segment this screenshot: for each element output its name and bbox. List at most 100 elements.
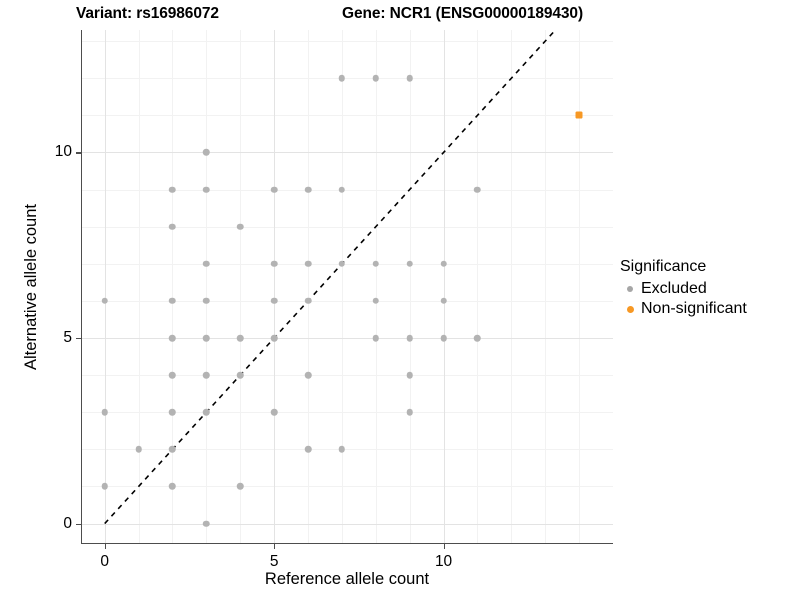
legend-item-label: Non-significant	[641, 300, 747, 317]
data-point-excluded	[169, 297, 176, 305]
data-point-excluded	[304, 446, 312, 453]
legend-dot-icon	[626, 305, 634, 313]
y-tick	[76, 152, 81, 154]
data-point-excluded	[169, 446, 176, 453]
horizontal-gridline	[81, 412, 613, 414]
legend-items: Excluded Non-significant	[620, 279, 795, 319]
x-tick	[274, 544, 276, 549]
horizontal-gridline	[81, 375, 613, 377]
vertical-gridline	[308, 30, 310, 544]
y-axis-title: Alternative allele count	[22, 204, 40, 371]
x-axis-title: Reference allele count	[264, 570, 430, 588]
data-point-excluded	[237, 483, 244, 490]
data-point-excluded	[203, 520, 210, 527]
y-tick-label: 5	[63, 329, 72, 347]
data-point-excluded	[135, 446, 142, 453]
data-point-excluded	[270, 297, 278, 305]
data-point-excluded	[270, 334, 278, 342]
y-tick	[76, 523, 81, 525]
data-point-excluded	[304, 260, 312, 268]
data-point-excluded	[203, 334, 210, 342]
vertical-gridline	[274, 30, 276, 544]
legend-item-non-significant[interactable]: Non-significant	[620, 299, 795, 319]
data-point-excluded	[203, 260, 210, 268]
vertical-gridline	[443, 30, 445, 544]
variant-title: Variant: rs16986072	[76, 5, 219, 22]
data-point-excluded	[440, 260, 447, 268]
vertical-gridline	[104, 30, 106, 544]
horizontal-gridline	[81, 523, 613, 525]
identity-diagonal-line	[104, 29, 556, 525]
data-point-excluded	[203, 409, 210, 416]
horizontal-gridline	[81, 449, 613, 451]
data-point-excluded	[169, 409, 176, 416]
gene-title: Gene: NCR1 (ENSG00000189430)	[342, 5, 584, 22]
data-point-non-significant	[575, 111, 583, 119]
data-point-excluded	[338, 74, 346, 82]
data-point-excluded	[169, 371, 176, 379]
horizontal-gridline	[81, 189, 613, 191]
data-point-excluded	[372, 297, 380, 305]
data-point-excluded	[203, 297, 210, 305]
x-axis-line	[81, 542, 613, 544]
y-axis-line	[81, 30, 83, 544]
horizontal-gridline	[81, 78, 613, 80]
data-point-excluded	[406, 371, 413, 379]
x-tick	[443, 544, 445, 549]
legend-title: Significance	[620, 258, 707, 275]
data-point-excluded	[338, 186, 346, 193]
data-point-excluded	[406, 334, 413, 342]
data-point-excluded	[237, 334, 244, 342]
vertical-gridline	[579, 30, 581, 544]
data-point-excluded	[372, 260, 380, 268]
data-point-excluded	[203, 186, 210, 193]
data-point-excluded	[440, 334, 447, 342]
x-tick	[104, 544, 107, 549]
y-tick-label: 0	[63, 514, 72, 532]
data-point-excluded	[169, 223, 176, 230]
legend-swatch	[620, 286, 640, 292]
data-point-excluded	[101, 297, 108, 305]
data-point-excluded	[304, 297, 312, 305]
x-tick-label: 5	[269, 553, 279, 570]
plot-area: 0 5 10 0 5 10	[55, 29, 613, 570]
vertical-gridline	[138, 30, 140, 544]
data-point-excluded	[101, 483, 108, 490]
horizontal-gridline	[81, 263, 613, 265]
data-point-excluded	[237, 223, 244, 230]
vertical-gridline	[341, 30, 343, 544]
x-tick-label: 10	[434, 553, 453, 570]
y-tick	[76, 338, 81, 340]
vertical-gridline	[409, 30, 411, 544]
data-point-excluded	[440, 297, 447, 305]
legend-swatch	[620, 305, 640, 313]
vertical-gridline	[511, 30, 513, 544]
vertical-gridline	[545, 30, 547, 544]
data-point-excluded	[406, 260, 413, 268]
data-point-excluded	[338, 446, 346, 453]
data-point-excluded	[270, 260, 278, 268]
legend: Significance Excluded Non-significant	[620, 258, 795, 319]
vertical-gridline	[240, 30, 242, 544]
data-point-excluded	[406, 74, 413, 82]
data-point-excluded	[304, 371, 312, 379]
horizontal-gridline	[81, 152, 613, 154]
data-point-excluded	[474, 186, 481, 193]
vertical-gridline	[375, 30, 377, 544]
data-point-excluded	[338, 260, 346, 268]
horizontal-gridline	[81, 226, 613, 228]
horizontal-gridline	[81, 338, 613, 340]
data-point-excluded	[203, 371, 210, 379]
data-point-excluded	[406, 409, 413, 416]
data-point-excluded	[101, 409, 108, 416]
legend-dot-icon	[627, 286, 633, 292]
vertical-gridline	[477, 30, 479, 544]
horizontal-gridline	[81, 486, 613, 488]
x-tick-label: 0	[100, 553, 110, 570]
legend-item-excluded[interactable]: Excluded	[620, 279, 795, 299]
data-point-excluded	[169, 334, 176, 342]
data-point-excluded	[474, 334, 481, 342]
y-tick-label: 10	[54, 143, 72, 161]
legend-item-label: Excluded	[641, 280, 707, 297]
